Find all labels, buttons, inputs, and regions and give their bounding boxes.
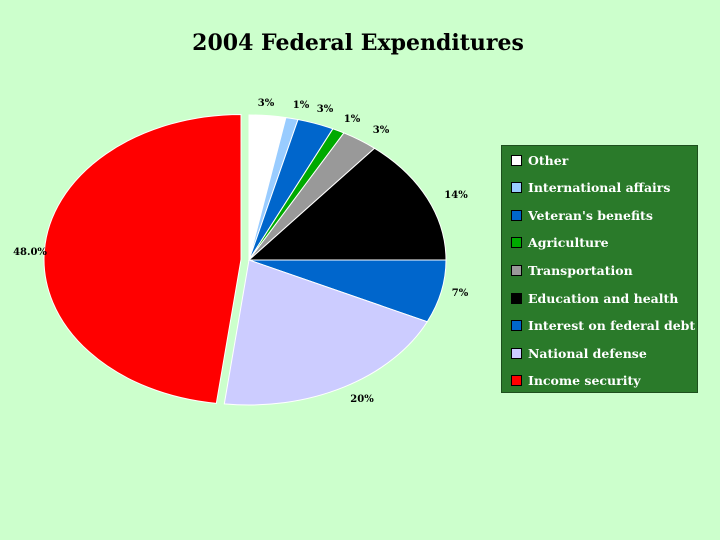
legend-label: National defense	[528, 345, 647, 361]
legend-swatch	[511, 347, 522, 359]
legend-item: Income security	[511, 372, 640, 390]
legend-item: Interest on federal debt	[511, 317, 695, 335]
chart-title: 2004 Federal Expenditures	[192, 30, 524, 56]
pie-label-transportation: 3%	[373, 125, 390, 136]
legend-item: Agriculture	[511, 234, 609, 252]
legend-item: Veteran's benefits	[511, 206, 653, 224]
legend-label: Other	[528, 152, 569, 168]
pie-slice-income-security	[43, 113, 242, 404]
legend-item: International affairs	[511, 179, 670, 197]
pie-label-veteran-s-benefits: 3%	[317, 104, 334, 115]
pie-label-income-security: 48.0%	[13, 247, 47, 258]
legend-label: International affairs	[528, 180, 671, 196]
legend-swatch	[511, 292, 522, 304]
legend-item: National defense	[511, 344, 647, 362]
legend-swatch	[511, 264, 522, 276]
pie-label-international-affairs: 1%	[293, 100, 310, 111]
legend-label: Education and health	[528, 290, 679, 306]
legend-label: Income security	[528, 373, 641, 389]
legend-label: Agriculture	[528, 235, 609, 251]
pie-label-national-defense: 20%	[350, 394, 374, 405]
pie-slice-national-defense	[223, 259, 429, 406]
pie-label-other: 3%	[258, 98, 275, 109]
legend-swatch	[511, 375, 522, 387]
pie-label-interest-on-federal-debt: 7%	[452, 288, 469, 299]
legend-swatch	[511, 154, 522, 166]
legend-item: Other	[511, 151, 568, 169]
pie-label-education-and-health: 14%	[444, 190, 468, 201]
legend: Other International affairs Veteran's bene…	[501, 145, 698, 393]
legend-item: Education and health	[511, 289, 678, 307]
legend-swatch	[511, 237, 522, 249]
legend-label: Veteran's benefits	[528, 207, 653, 223]
pie-slice-education-and-health	[247, 147, 447, 261]
legend-label: Interest on federal debt	[528, 318, 696, 334]
legend-label: Transportation	[528, 262, 633, 278]
legend-swatch	[511, 209, 522, 221]
legend-swatch	[511, 182, 522, 194]
legend-swatch	[511, 320, 522, 332]
legend-item: Transportation	[511, 261, 633, 279]
pie-label-agriculture: 1%	[344, 114, 361, 125]
